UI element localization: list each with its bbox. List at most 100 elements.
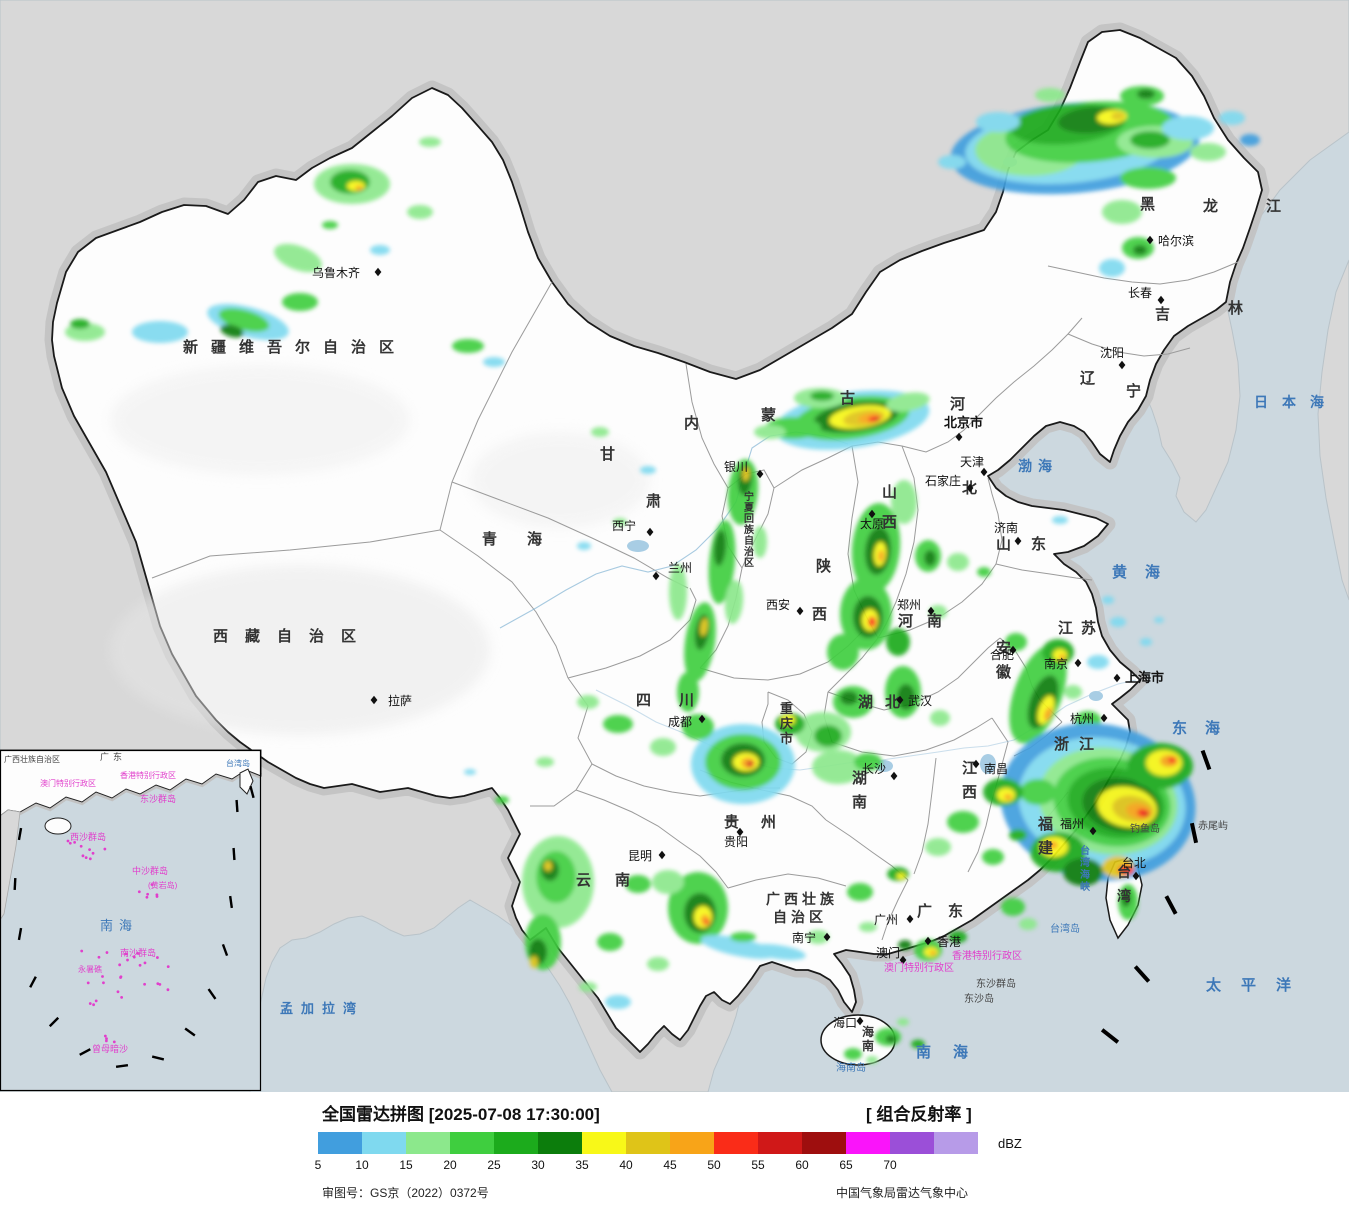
province-label: 西藏自治区 <box>213 627 373 645</box>
radar-echo <box>713 530 727 566</box>
city-marker-diamond <box>896 695 904 705</box>
reef-dot <box>105 1037 108 1041</box>
dbz-scale-ticks: 5 10 15 20 25 30 35 40 45 50 55 60 65 70 <box>0 1158 1349 1174</box>
radar-echo <box>781 715 795 725</box>
radar-echo <box>536 757 554 767</box>
city-marker-diamond <box>374 267 382 277</box>
city-marker-diamond <box>1089 826 1097 836</box>
city-label: 长春 <box>1128 286 1152 300</box>
radar-echo <box>982 849 1004 865</box>
legend-color-cell <box>538 1132 582 1154</box>
reef-dot <box>138 963 142 967</box>
province-label: 古 <box>840 389 855 407</box>
province-label: 四川 <box>636 692 722 709</box>
radar-echo <box>220 324 244 338</box>
city-label: 南京 <box>1044 656 1068 671</box>
sar-label: 香港特别行政区 <box>952 949 1022 962</box>
radar-echo <box>452 339 484 353</box>
island-label: 东沙岛 <box>964 992 994 1005</box>
radar-echo <box>929 605 947 619</box>
reef-dot <box>158 982 162 986</box>
radar-echo <box>669 564 687 620</box>
province-label: 辽 <box>1080 370 1095 387</box>
sea-label: 太平洋 <box>1206 976 1311 994</box>
radar-echo <box>1064 685 1082 699</box>
legend-color-cell <box>318 1132 362 1154</box>
territorial-dash-line <box>1100 749 1212 1044</box>
province-label: 青海 <box>482 530 572 548</box>
radar-echo <box>625 875 651 893</box>
reef-dot <box>143 961 147 965</box>
reef-dot <box>120 995 124 999</box>
radar-echo <box>1111 111 1125 121</box>
inset-label: 东沙群岛 <box>140 793 176 804</box>
city-label: 南宁 <box>792 930 816 945</box>
city-label: 福州 <box>1060 816 1084 831</box>
province-label: 浙江 <box>1054 735 1104 753</box>
radar-echo <box>419 137 441 147</box>
legend-tick-label: 55 <box>751 1158 765 1172</box>
inset-label: 曾母暗沙 <box>92 1043 128 1054</box>
reef-dot <box>84 856 88 860</box>
city-marker-diamond <box>1118 360 1126 370</box>
radar-echo <box>750 944 806 960</box>
radar-echo <box>1154 617 1164 623</box>
radar-echo-layer <box>65 86 1260 1064</box>
reef-dot <box>88 848 91 852</box>
radar-echo <box>877 550 885 562</box>
radar-echo <box>1121 889 1131 907</box>
sea-label: 日本海 <box>1254 394 1338 410</box>
reef-dot <box>112 1040 116 1044</box>
legend-tick-label: 70 <box>883 1158 897 1172</box>
radar-echo <box>866 1056 878 1064</box>
product-label: [ 组合反射率 ] <box>866 1105 972 1124</box>
city-marker-diamond <box>1157 295 1165 305</box>
inset-hainan <box>44 817 72 835</box>
sea-label: 南海 <box>916 1043 990 1061</box>
province-label: 甘 <box>600 445 615 463</box>
inset-label: 西沙群岛 <box>70 831 106 842</box>
legend-tick-label: 60 <box>795 1158 809 1172</box>
radar-echo <box>854 753 882 771</box>
legend-color-cell <box>670 1132 714 1154</box>
reef-dot <box>94 999 98 1003</box>
city-label: 西宁 <box>612 518 636 533</box>
province-label: 宁 <box>1126 382 1141 400</box>
radar-echo <box>1009 829 1027 841</box>
radar-echo <box>886 628 910 656</box>
city-marker-diamond <box>868 509 876 519</box>
city-label: 昆明 <box>628 849 652 863</box>
radar-echo <box>370 245 390 255</box>
radar-echo <box>754 425 786 439</box>
dash-segment <box>13 877 17 891</box>
reef-dot <box>145 895 149 899</box>
legend-color-cell <box>406 1132 450 1154</box>
radar-echo <box>840 691 858 705</box>
legend-tick-label: 30 <box>531 1158 545 1172</box>
dash-segment <box>79 1048 91 1056</box>
inset-label: 南海 <box>100 918 138 933</box>
province-label: 广东 <box>917 902 979 920</box>
radar-echo <box>868 616 876 628</box>
radar-echo <box>814 725 842 747</box>
radar-echo <box>652 870 684 894</box>
radar-echo <box>897 684 915 710</box>
city-label: 成都 <box>668 715 692 729</box>
radar-echo <box>1137 89 1155 99</box>
reef-dot <box>137 890 141 894</box>
terrain-shading <box>110 365 650 735</box>
legend-color-cell <box>494 1132 538 1154</box>
radar-echo <box>322 221 338 229</box>
city-label: 杭州 <box>1070 711 1094 726</box>
radar-echo <box>859 922 877 932</box>
reef-dot <box>166 988 170 992</box>
province-label: 自治区 <box>773 909 827 925</box>
dash-segment <box>207 988 217 1000</box>
dash-segment <box>151 1055 165 1061</box>
reef-dot <box>88 857 92 861</box>
province-label: 新疆维吾尔自治区 <box>183 338 407 356</box>
dash-segment <box>17 827 23 841</box>
city-label: 广州 <box>874 913 898 927</box>
